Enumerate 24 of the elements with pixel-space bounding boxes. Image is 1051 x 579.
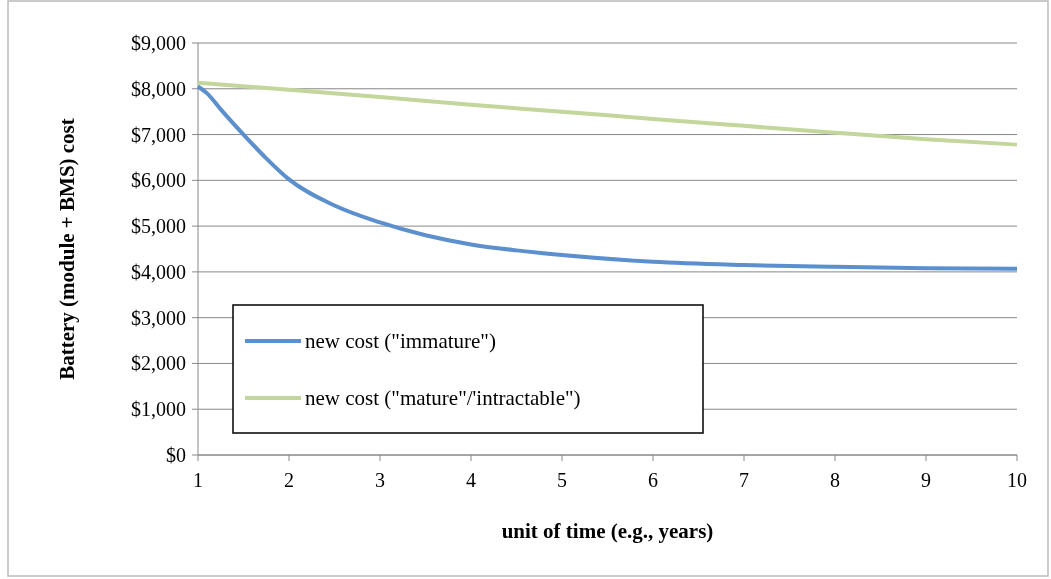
y-tick-label: $2,000 (131, 352, 186, 375)
x-axis-title: unit of time (e.g., years) (501, 519, 714, 543)
legend-label: new cost ("mature"/'intractable") (305, 386, 581, 411)
y-tick-label: $9,000 (131, 32, 186, 54)
y-tick-label: $7,000 (131, 123, 186, 146)
x-tick-label: 8 (830, 469, 840, 491)
y-tick-label: $8,000 (131, 77, 186, 100)
y-tick-label: $0 (166, 444, 186, 466)
x-tick-label: 9 (921, 469, 931, 491)
y-tick-label: $6,000 (131, 169, 186, 192)
legend-label: new cost ("immature") (305, 329, 496, 354)
y-tick-label: $1,000 (131, 398, 186, 421)
y-tick-label: $5,000 (131, 215, 186, 238)
x-tick-label: 5 (557, 469, 567, 491)
x-tick-label: 10 (1007, 469, 1027, 491)
x-tick-label: 4 (466, 469, 476, 491)
x-tick-label: 3 (375, 469, 385, 491)
x-tick-label: 7 (739, 469, 749, 491)
y-tick-label: $4,000 (131, 260, 186, 283)
y-tick-label: $3,000 (131, 306, 186, 329)
y-axis-title: Battery (module + BMS) cost (55, 118, 79, 380)
x-tick-label: 1 (193, 469, 203, 491)
x-tick-label: 2 (284, 469, 294, 491)
x-tick-label: 6 (648, 469, 658, 491)
